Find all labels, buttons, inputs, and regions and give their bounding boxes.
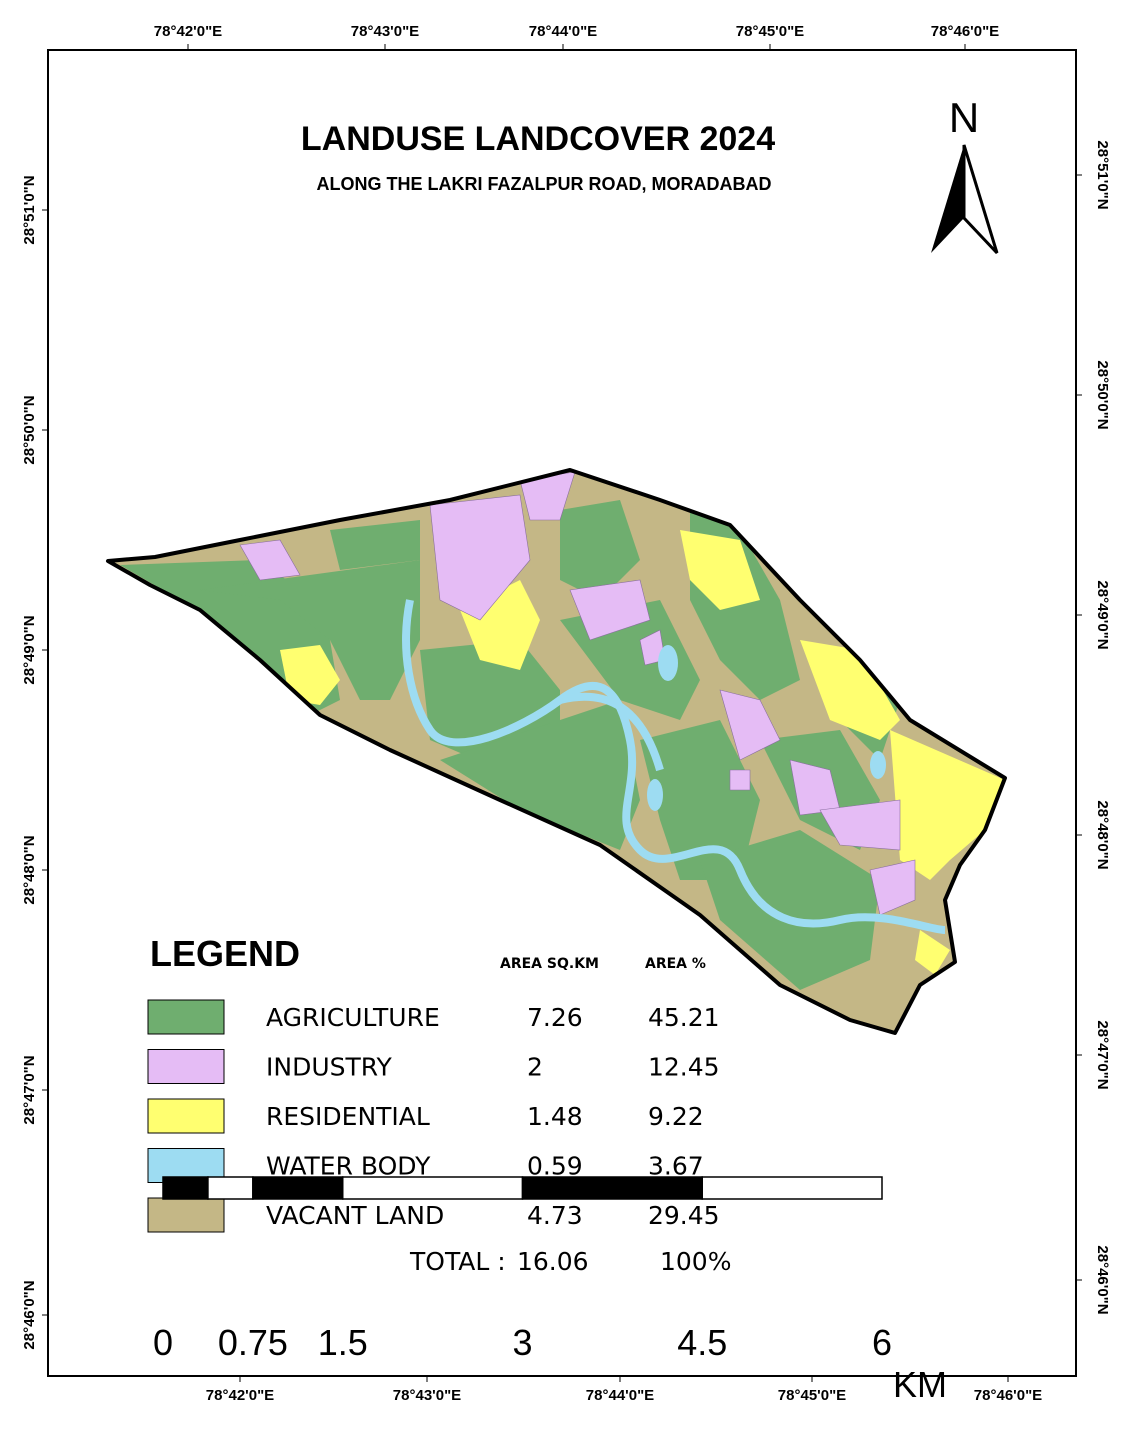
legend-name: INDUSTRY: [266, 1053, 393, 1082]
lat-label: 28°50'0"N: [1094, 360, 1111, 429]
scale-segment: [701, 1176, 883, 1200]
lon-label: 78°46'0"E: [931, 23, 999, 40]
lon-label: 78°42'0"E: [206, 1387, 274, 1404]
arrow-left: [931, 145, 964, 253]
lat-label: 28°48'0"N: [21, 835, 38, 904]
scale-label: 0: [153, 1322, 173, 1363]
scale-segment: [162, 1176, 209, 1200]
north-arrow: N: [931, 94, 999, 255]
lat-label: 28°48'0"N: [1094, 800, 1111, 869]
lat-label: 28°49'0"N: [1094, 580, 1111, 649]
scale-label: 3: [512, 1322, 532, 1363]
lat-label: 28°46'0"N: [1094, 1245, 1111, 1314]
ponds: [647, 645, 886, 811]
legend-area: 1.48: [527, 1102, 583, 1131]
north-label: N: [949, 94, 979, 141]
frame: [47, 49, 1077, 1377]
scale-segment: [207, 1176, 254, 1200]
lon-label: 78°43'0"E: [393, 1387, 461, 1404]
scale-segment: [252, 1176, 344, 1200]
scale-segment: [342, 1176, 524, 1200]
legend-name: AGRICULTURE: [266, 1003, 440, 1032]
legend-title: LEGEND: [150, 933, 300, 974]
subtitle: ALONG THE LAKRI FAZALPUR ROAD, MORADABAD: [317, 174, 772, 194]
legend-swatch: [147, 1098, 225, 1134]
legend-header-percent: AREA %: [645, 956, 706, 972]
lon-label: 78°46'0"E: [974, 1387, 1042, 1404]
scale-unit: KM: [893, 1364, 947, 1405]
scale-label: 1.5: [318, 1322, 368, 1363]
legend-area: 2: [527, 1053, 543, 1082]
arrow-right: [962, 144, 999, 255]
legend-percent: 29.45: [648, 1201, 720, 1230]
lon-label: 78°45'0"E: [778, 1387, 846, 1404]
scale-segment: [521, 1176, 703, 1200]
scale-label: 4.5: [677, 1322, 727, 1363]
lat-label: 28°51'0"N: [1094, 140, 1111, 209]
lon-label: 78°44'0"E: [586, 1387, 654, 1404]
scale-label: 0.75: [218, 1322, 288, 1363]
lat-label: 28°51'0"N: [21, 175, 38, 244]
lon-label: 78°44'0"E: [529, 23, 597, 40]
lat-label: 28°46'0"N: [21, 1280, 38, 1349]
legend-percent: 9.22: [648, 1102, 704, 1131]
legend-name: WATER BODY: [266, 1152, 431, 1181]
water-body: [402, 599, 946, 934]
lon-label: 78°45'0"E: [736, 23, 804, 40]
legend-swatch: [147, 1049, 225, 1084]
legend-area: 4.73: [527, 1201, 583, 1230]
legend-area: 7.26: [527, 1003, 583, 1032]
legend-percent: 45.21: [648, 1003, 720, 1032]
legend-total-area: 16.06: [517, 1247, 589, 1276]
lat-label: 28°47'0"N: [1094, 1020, 1111, 1089]
legend-total-percent: 100%: [660, 1247, 731, 1276]
legend-swatch: [147, 999, 225, 1035]
title: LANDUSE LANDCOVER 2024: [301, 120, 775, 158]
scale-label: 6: [872, 1322, 892, 1363]
legend-total-label: TOTAL :: [409, 1247, 506, 1276]
legend: LEGEND AREA SQ.KM AREA % TOTAL : 16.06 1…: [150, 933, 731, 1276]
legend-percent: 3.67: [648, 1152, 704, 1181]
lat-label: 28°49'0"N: [21, 615, 38, 684]
legend-name: RESIDENTIAL: [266, 1102, 430, 1131]
lon-label: 78°42'0"E: [154, 23, 222, 40]
lat-label: 28°47'0"N: [21, 1055, 38, 1124]
legend-percent: 12.45: [648, 1053, 720, 1082]
legend-header-area: AREA SQ.KM: [500, 956, 599, 972]
legend-area: 0.59: [527, 1152, 583, 1181]
lon-label: 78°43'0"E: [351, 23, 419, 40]
legend-swatch: [147, 1197, 225, 1233]
legend-name: VACANT LAND: [266, 1201, 444, 1230]
industry: [239, 471, 916, 916]
lat-label: 28°50'0"N: [21, 395, 38, 464]
